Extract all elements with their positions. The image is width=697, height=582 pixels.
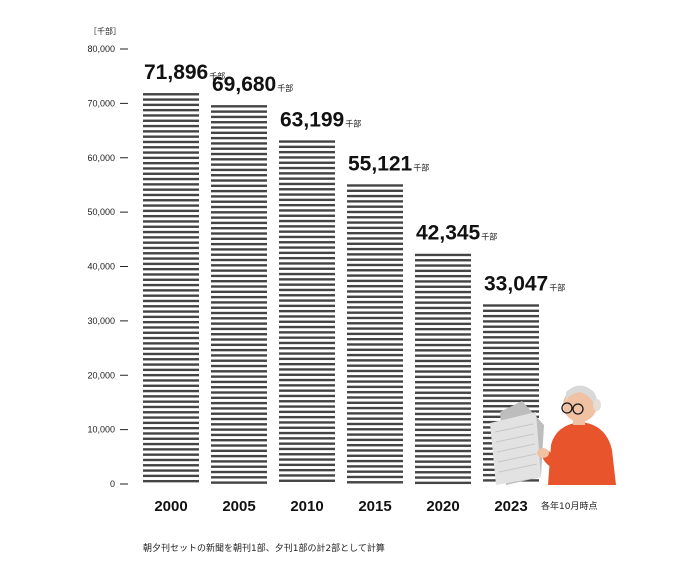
y-tick-label: 60,000 xyxy=(87,153,115,163)
bar-2000 xyxy=(143,93,199,483)
y-tick-label: 0 xyxy=(110,479,115,489)
value-label: 33,047 xyxy=(484,272,548,295)
value-label: 55,121 xyxy=(348,152,413,175)
bar-2010 xyxy=(279,140,335,482)
y-tick-label: 70,000 xyxy=(87,98,115,108)
bar-2005 xyxy=(211,105,267,484)
value-label: 71,896 xyxy=(144,61,208,84)
y-tick-label: 50,000 xyxy=(87,207,115,217)
timing-note: 各年10月時点 xyxy=(541,500,597,512)
bar-2020 xyxy=(415,253,471,485)
x-tick-label: 2023 xyxy=(494,498,527,515)
y-tick-label: 30,000 xyxy=(87,316,115,326)
y-tick-label: 80,000 xyxy=(87,44,115,54)
value-unit-suffix: 千部 xyxy=(277,83,293,93)
value-unit-suffix: 千部 xyxy=(549,282,565,292)
value-label: 63,199 xyxy=(280,108,344,131)
x-tick-label: 2010 xyxy=(290,498,323,515)
y-tick-label: 40,000 xyxy=(87,262,115,272)
x-axis: 2000 2005 2010 2015 2020 2023 各年10月時点 xyxy=(154,498,597,515)
x-tick-label: 2020 xyxy=(426,498,459,515)
value-label: 42,345 xyxy=(416,222,481,245)
y-tick-label: 20,000 xyxy=(87,370,115,380)
value-label: 69,680 xyxy=(212,73,276,96)
y-tick-label: 10,000 xyxy=(87,425,115,435)
bar-2015 xyxy=(347,184,403,484)
value-unit-suffix: 千部 xyxy=(481,232,497,242)
y-axis-unit-label: ［千部］ xyxy=(89,26,121,36)
elderly-man-reading-newspaper-icon xyxy=(490,385,616,485)
footnote: 朝夕刊セットの新聞を朝刊1部、夕刊1部の計2部として計算 xyxy=(143,544,385,554)
x-tick-label: 2015 xyxy=(358,498,391,515)
bars xyxy=(143,93,539,485)
y-axis: 0 10,000 20,000 30,000 40,000 50,000 60,000 70,… xyxy=(87,44,128,489)
value-unit-suffix: 千部 xyxy=(413,162,429,172)
x-tick-label: 2000 xyxy=(154,498,187,515)
value-unit-suffix: 千部 xyxy=(209,71,225,81)
value-unit-suffix: 千部 xyxy=(345,118,361,128)
x-tick-label: 2005 xyxy=(222,498,255,515)
